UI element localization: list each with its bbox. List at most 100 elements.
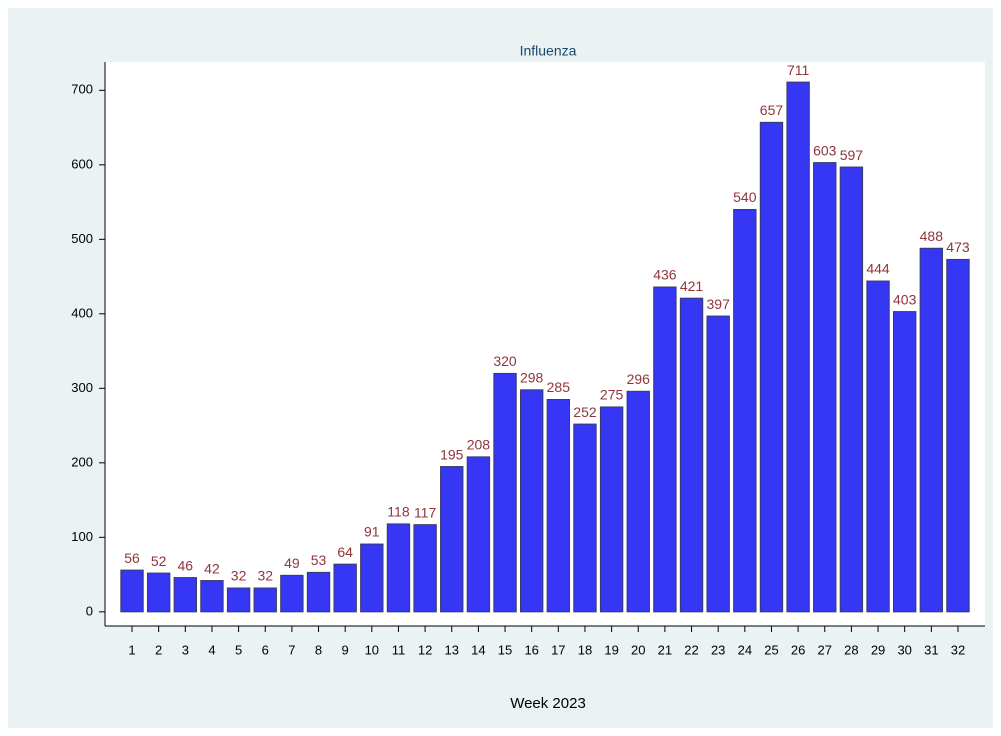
bar — [893, 311, 917, 613]
x-tick-label: 29 — [871, 642, 885, 657]
x-tick-label: 13 — [445, 642, 459, 657]
bar — [813, 162, 837, 613]
bar — [173, 577, 197, 613]
data-label: 397 — [707, 296, 731, 312]
data-label: 52 — [151, 553, 167, 569]
x-tick-label: 9 — [342, 642, 349, 657]
bar — [280, 574, 304, 613]
y-tick-label: 700 — [71, 82, 93, 97]
y-tick-label: 400 — [71, 305, 93, 320]
bar — [120, 569, 144, 613]
data-label: 53 — [311, 552, 327, 568]
plot-area — [105, 62, 985, 626]
bar — [839, 166, 864, 613]
bar — [146, 572, 171, 613]
bar — [759, 121, 784, 613]
data-label: 42 — [204, 560, 220, 576]
x-tick-label: 14 — [471, 642, 485, 657]
bar — [599, 406, 624, 613]
bar — [360, 543, 384, 613]
x-tick-label: 26 — [791, 642, 805, 657]
bar — [653, 286, 677, 613]
bar — [733, 209, 757, 613]
y-tick-label: 200 — [71, 454, 93, 469]
x-tick-label: 15 — [498, 642, 512, 657]
data-label: 118 — [387, 504, 410, 520]
data-label: 195 — [440, 446, 464, 462]
x-tick-label: 19 — [604, 642, 618, 657]
bar — [306, 571, 331, 613]
x-tick-label: 22 — [684, 642, 698, 657]
data-label: 488 — [920, 228, 944, 244]
data-label: 540 — [733, 189, 757, 205]
data-label: 91 — [364, 524, 380, 540]
bar — [493, 372, 517, 613]
y-tick-label: 0 — [86, 603, 93, 618]
data-label: 403 — [893, 291, 917, 307]
chart-title: Influenza — [520, 43, 577, 59]
bar — [519, 389, 544, 613]
bar — [200, 580, 224, 613]
x-tick-label: 24 — [738, 642, 752, 657]
x-tick-label: 7 — [288, 642, 295, 657]
data-label: 296 — [627, 371, 651, 387]
x-tick-label: 2 — [155, 642, 162, 657]
bar — [466, 456, 491, 613]
x-tick-label: 31 — [924, 642, 938, 657]
y-tick-label: 300 — [71, 380, 93, 395]
x-tick-label: 30 — [897, 642, 911, 657]
bar — [253, 587, 277, 613]
data-label: 49 — [284, 555, 300, 571]
data-label: 421 — [680, 278, 704, 294]
x-tick-label: 3 — [182, 642, 189, 657]
bar — [946, 258, 970, 613]
bar — [919, 247, 944, 613]
x-tick-label: 27 — [818, 642, 832, 657]
x-axis-label: Week 2023 — [510, 695, 586, 712]
y-tick-label: 100 — [71, 529, 93, 544]
x-tick-label: 20 — [631, 642, 645, 657]
x-tick-label: 25 — [764, 642, 778, 657]
data-label: 252 — [573, 404, 597, 420]
data-label: 711 — [787, 62, 810, 78]
data-label: 46 — [178, 557, 194, 573]
x-tick-label: 17 — [551, 642, 565, 657]
x-tick-label: 1 — [128, 642, 135, 657]
data-label: 298 — [520, 370, 544, 386]
x-tick-label: 5 — [235, 642, 242, 657]
bar — [440, 466, 464, 613]
x-tick-label: 12 — [418, 642, 432, 657]
data-label: 320 — [493, 353, 517, 369]
data-label: 436 — [653, 267, 677, 283]
data-label: 64 — [337, 544, 353, 560]
data-label: 32 — [257, 568, 273, 584]
data-label: 473 — [946, 239, 970, 255]
x-tick-label: 16 — [524, 642, 538, 657]
bar — [386, 523, 411, 613]
x-tick-label: 11 — [392, 642, 406, 657]
bar — [679, 297, 704, 613]
x-tick-label: 23 — [711, 642, 725, 657]
x-tick-label: 32 — [951, 642, 965, 657]
data-label: 208 — [467, 437, 491, 453]
bar — [333, 563, 357, 613]
y-tick-label: 600 — [71, 156, 93, 171]
x-tick-label: 8 — [315, 642, 322, 657]
bar — [626, 390, 650, 613]
x-tick-label: 10 — [365, 642, 379, 657]
x-tick-label: 4 — [208, 642, 215, 657]
data-label: 285 — [547, 379, 571, 395]
bar — [706, 315, 730, 613]
data-label: 603 — [813, 142, 837, 158]
bar — [866, 280, 890, 613]
bar — [573, 423, 597, 613]
data-label: 275 — [600, 387, 624, 403]
x-tick-label: 18 — [578, 642, 592, 657]
x-tick-label: 28 — [844, 642, 858, 657]
data-label: 444 — [866, 261, 890, 277]
data-label: 32 — [231, 568, 247, 584]
y-tick-label: 500 — [71, 231, 93, 246]
bar — [413, 524, 437, 613]
x-tick-label: 6 — [262, 642, 269, 657]
